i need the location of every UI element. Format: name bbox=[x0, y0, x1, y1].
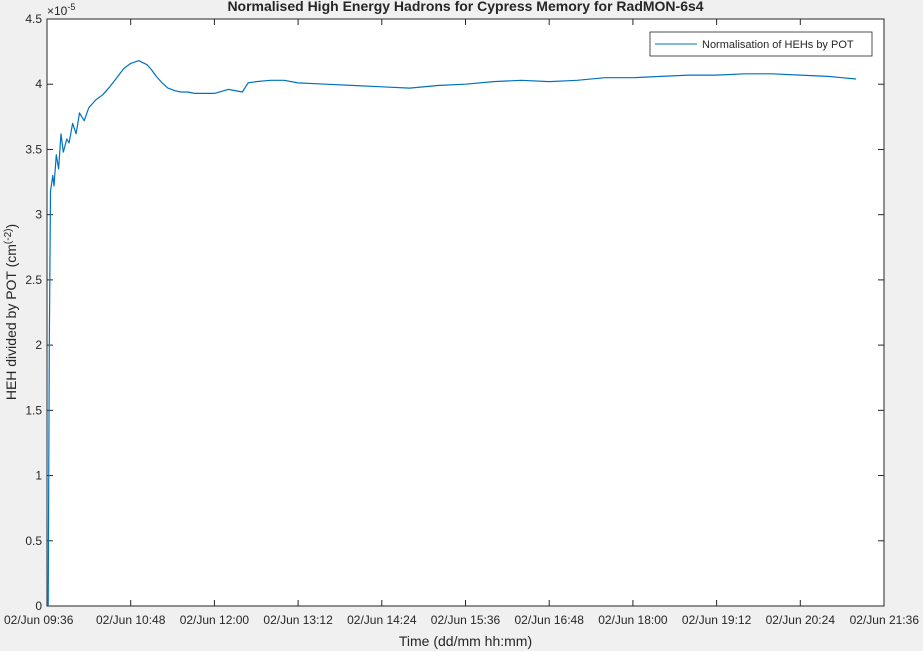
y-axis-label: HEH divided by POT (cm(-2)) bbox=[3, 224, 19, 400]
y-tick-label: 0 bbox=[35, 599, 42, 613]
y-axis-label-tail: ) bbox=[3, 224, 19, 229]
y-axis-ticks: 0 0.5 1 1.5 2 2.5 3 3.5 4 4.5 bbox=[25, 12, 884, 613]
y-tick-label: 1 bbox=[35, 469, 42, 483]
chart-title: Normalised High Energy Hadrons for Cypre… bbox=[227, 0, 703, 14]
x-tick-label: 02/Jun 20:24 bbox=[766, 613, 836, 627]
x-tick-label: 02/Jun 21:36 bbox=[850, 613, 920, 627]
x-tick-label: 02/Jun 10:48 bbox=[96, 613, 166, 627]
x-tick-label: 02/Jun 15:36 bbox=[431, 613, 501, 627]
y-tick-label: 4 bbox=[35, 77, 42, 91]
series-layer bbox=[47, 60, 857, 607]
y-tick-label: 3 bbox=[35, 208, 42, 222]
x-axis-label: Time (dd/mm hh:mm) bbox=[399, 633, 532, 649]
x-tick-label: 02/Jun 14:24 bbox=[347, 613, 417, 627]
y-axis-label-main: HEH divided by POT (cm bbox=[3, 244, 19, 400]
y-exponent-power: -5 bbox=[67, 2, 75, 12]
y-axis-label-superscript: (-2) bbox=[3, 228, 14, 244]
y-exponent-label: ×10-5 bbox=[47, 2, 75, 18]
x-tick-label: 02/Jun 16:48 bbox=[514, 613, 584, 627]
legend: Normalisation of HEHs by POT bbox=[649, 31, 873, 57]
x-tick-label: 02/Jun 18:00 bbox=[598, 613, 668, 627]
x-tick-label: 02/Jun 12:00 bbox=[180, 613, 250, 627]
y-tick-label: 4.5 bbox=[25, 12, 42, 26]
x-tick-label: 02/Jun 13:12 bbox=[263, 613, 333, 627]
y-exponent-base: ×10 bbox=[47, 4, 68, 18]
y-tick-label: 3.5 bbox=[25, 142, 42, 156]
x-axis-ticks: 02/Jun 09:36 02/Jun 10:48 02/Jun 12:00 02/J… bbox=[4, 19, 919, 627]
y-tick-label: 0.5 bbox=[25, 534, 42, 548]
y-tick-label: 1.5 bbox=[25, 403, 42, 417]
legend-series-label: Normalisation of HEHs by POT bbox=[702, 39, 854, 51]
x-tick-label: 02/Jun 19:12 bbox=[682, 613, 752, 627]
plot-area bbox=[46, 18, 885, 607]
y-tick-label: 2.5 bbox=[25, 273, 42, 287]
x-tick-label: 02/Jun 09:36 bbox=[4, 613, 74, 627]
y-tick-label: 2 bbox=[35, 338, 42, 352]
series-line bbox=[47, 60, 857, 607]
